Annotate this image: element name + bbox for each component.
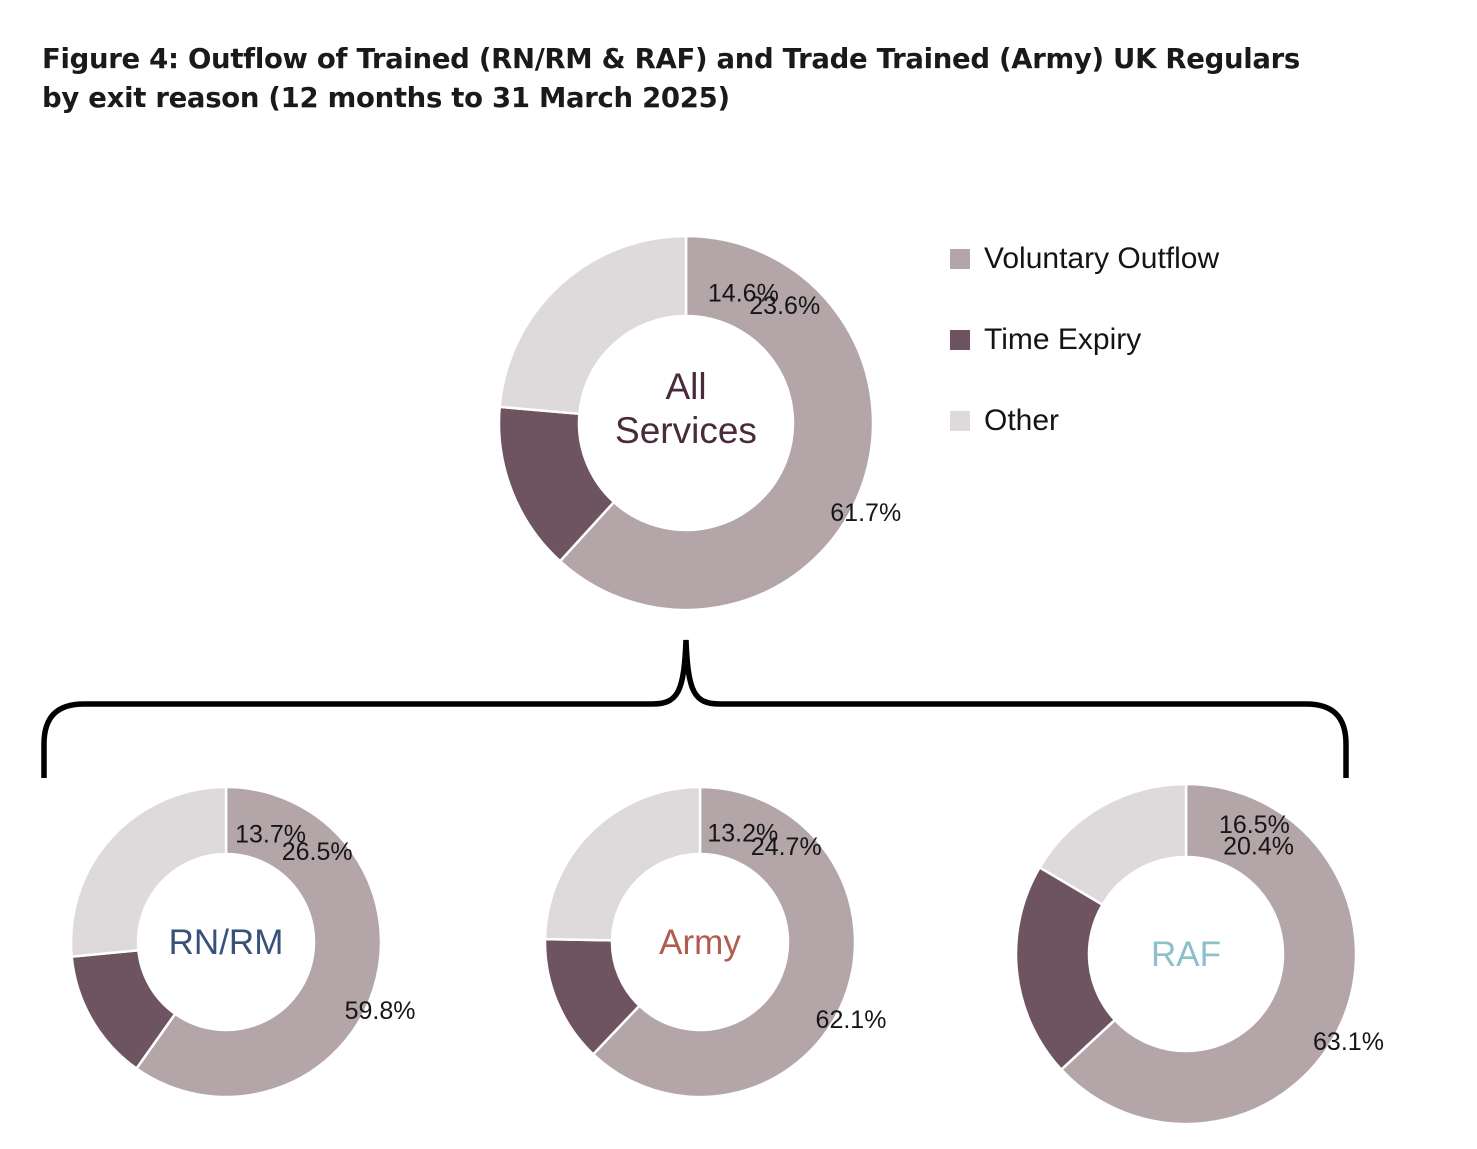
donut-chart-raf[interactable]: 63.1% 20.4% 16.5% RAF <box>1000 768 1384 1140</box>
donut-slices-army <box>543 785 857 1099</box>
donut-slice[interactable] <box>591 785 857 1099</box>
donut-value-labels-rn-rm: 59.8% 13.7%26.5% <box>235 820 415 1025</box>
chart-legend: Voluntary Outflow Time Expiry Other <box>950 218 1370 461</box>
donut-value-label: 13.2% <box>707 820 778 848</box>
page-title-line-1: Figure 4: Outflow of Trained (RN/RM & RA… <box>42 43 1300 75</box>
donut-value-labels-raf: 63.1% 20.4%16.5% <box>1219 811 1384 1056</box>
legend-swatch-icon-other <box>950 410 970 431</box>
donut-value-label: 62.1% <box>816 1006 887 1034</box>
donut-value-label: 61.7% <box>830 499 901 527</box>
donut-center-label-raf: RAF <box>1151 935 1221 974</box>
donut-center-label-all-services-line1: All <box>665 366 706 407</box>
legend-item-time-expiry[interactable]: Time Expiry <box>950 299 1370 380</box>
donut-slices-raf <box>1014 782 1358 1126</box>
donut-value-label: 59.8% <box>345 997 416 1025</box>
donut-value-labels-all-services: 61.7% 14.6%23.6% <box>708 280 901 527</box>
donut-center-label-all-services-line2: Services <box>615 410 757 451</box>
donut-svg-rn-rm: 59.8% 13.7%26.5% RN/RM <box>69 785 416 1099</box>
page-title: Figure 4: Outflow of Trained (RN/RM & RA… <box>42 40 1462 118</box>
donut-svg-raf: 63.1% 20.4%16.5% RAF <box>1014 782 1384 1126</box>
brace-path <box>41 639 1349 778</box>
donut-value-label: 26.5% <box>282 838 353 866</box>
donut-center-label-rn-rm: RN/RM <box>169 923 284 962</box>
donut-slice[interactable] <box>1059 782 1358 1126</box>
legend-item-voluntary-outflow[interactable]: Voluntary Outflow <box>950 218 1370 299</box>
donut-slice[interactable] <box>134 785 383 1099</box>
legend-item-other[interactable]: Other <box>950 380 1370 461</box>
donut-slices-rn-rm <box>69 785 383 1099</box>
brace-connector <box>41 639 1349 778</box>
legend-label-time-expiry: Time Expiry <box>984 322 1142 356</box>
donut-center-label-army: Army <box>659 923 741 962</box>
donut-chart-all-services[interactable]: 61.7% 14.6% 23.6% All Services <box>474 211 901 635</box>
legend-swatch-icon-time-expiry <box>950 329 970 350</box>
donut-chart-rn-rm[interactable]: 59.8% 13.7% 26.5% RN/RM <box>56 772 416 1112</box>
donut-value-label: 23.6% <box>749 292 820 320</box>
donut-value-label: 24.7% <box>751 833 822 861</box>
legend-swatch-icon-voluntary-outflow <box>950 248 970 269</box>
donut-value-label: 20.4% <box>1223 832 1294 860</box>
donut-slices-all-services <box>497 234 875 612</box>
legend-label-other: Other <box>984 403 1060 437</box>
donut-value-label: 63.1% <box>1313 1028 1384 1056</box>
legend-label-voluntary-outflow: Voluntary Outflow <box>984 241 1220 275</box>
donut-slice[interactable] <box>69 785 228 958</box>
donut-value-label: 16.5% <box>1219 811 1290 839</box>
donut-chart-army[interactable]: 62.1% 13.2% 24.7% Army <box>530 772 886 1112</box>
donut-svg-all-services: 61.7% 14.6%23.6% All Services <box>497 234 901 612</box>
donut-slice[interactable] <box>543 785 702 942</box>
donut-value-label: 14.6% <box>708 280 779 308</box>
donut-slice[interactable] <box>1014 865 1117 1072</box>
page-title-line-2: by exit reason (12 months to 31 March 20… <box>42 82 730 115</box>
donut-svg-army: 62.1% 13.2%24.7% Army <box>543 785 886 1099</box>
donut-slice[interactable] <box>1037 782 1188 907</box>
donut-slice[interactable] <box>498 234 688 416</box>
donut-value-label: 13.7% <box>235 820 306 848</box>
donut-slice[interactable] <box>558 234 875 612</box>
donut-value-labels-army: 62.1% 13.2%24.7% <box>707 820 886 1034</box>
